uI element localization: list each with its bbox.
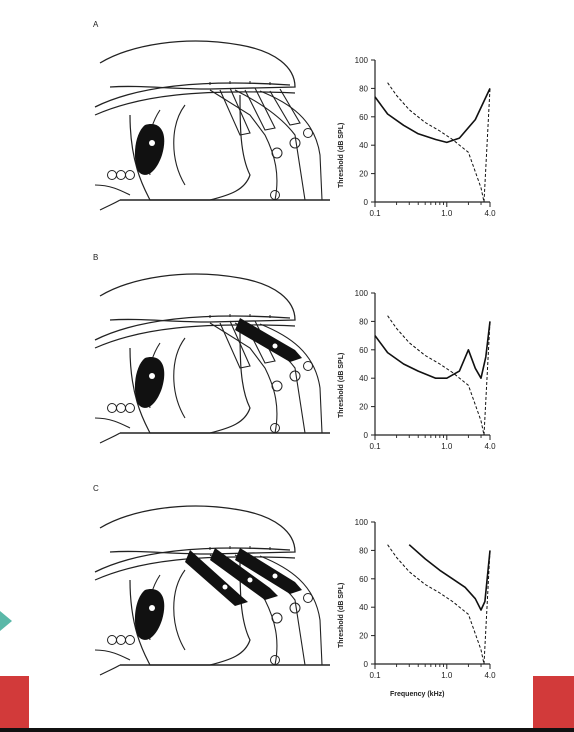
y-tick-label: 100 bbox=[355, 56, 369, 65]
x-tick-label: 0.1 bbox=[369, 442, 381, 451]
axis-lines bbox=[374, 293, 490, 436]
y-tick-label: 100 bbox=[355, 289, 369, 298]
tuning-curve-solid bbox=[408, 544, 491, 611]
tuning-curve-solid bbox=[374, 321, 491, 380]
y-tick-label: 20 bbox=[359, 403, 368, 412]
y-tick-label: 80 bbox=[359, 84, 368, 93]
y-tick-label: 20 bbox=[359, 170, 368, 179]
left-red-bar bbox=[0, 676, 29, 732]
y-axis-label-b: Threshold (dB SPL) bbox=[338, 352, 345, 418]
y-tick-label: 40 bbox=[359, 603, 368, 612]
tuning-curve-dashed bbox=[387, 544, 491, 665]
x-tick-label: 4.0 bbox=[484, 442, 496, 451]
panel-c-diagram bbox=[94, 505, 331, 676]
y-tick-label: 0 bbox=[364, 431, 369, 440]
y-axis-label-c: Threshold (dB SPL) bbox=[338, 582, 345, 648]
panel-b-label: B bbox=[93, 253, 99, 262]
axis-lines bbox=[374, 60, 490, 203]
y-tick-label: 100 bbox=[355, 518, 369, 527]
y-tick-label: 60 bbox=[359, 346, 368, 355]
tuning-curve-dashed bbox=[387, 315, 491, 436]
panel-a-label: A bbox=[93, 20, 99, 29]
panel-a-diagram bbox=[94, 40, 331, 211]
tuning-curve-solid bbox=[374, 88, 491, 144]
y-tick-label: 40 bbox=[359, 141, 368, 150]
x-tick-label: 0.1 bbox=[369, 671, 381, 680]
y-tick-label: 60 bbox=[359, 113, 368, 122]
tuning-curve-dashed bbox=[387, 82, 491, 203]
y-tick-label: 80 bbox=[359, 317, 368, 326]
y-tick-label: 80 bbox=[359, 546, 368, 555]
y-axis-label-a: Threshold (dB SPL) bbox=[338, 122, 345, 188]
panel-c-label: C bbox=[93, 484, 99, 493]
x-axis-label-c: Frequency (kHz) bbox=[390, 691, 445, 698]
y-tick-label: 0 bbox=[364, 198, 369, 207]
y-tick-label: 40 bbox=[359, 374, 368, 383]
threshold-graph-a: 0 20 40 60 80 100 0.1 1.0 4.0 bbox=[355, 56, 496, 218]
y-tick-label: 20 bbox=[359, 632, 368, 641]
x-tick-label: 1.0 bbox=[441, 671, 453, 680]
y-tick-label: 0 bbox=[364, 660, 369, 669]
y-tick-label: 60 bbox=[359, 575, 368, 584]
x-tick-label: 1.0 bbox=[441, 442, 453, 451]
previous-slide-arrow-icon[interactable] bbox=[0, 611, 12, 631]
bottom-border bbox=[0, 728, 574, 732]
x-tick-label: 4.0 bbox=[484, 209, 496, 218]
x-tick-label: 4.0 bbox=[484, 671, 496, 680]
x-tick-label: 0.1 bbox=[369, 209, 381, 218]
right-red-bar bbox=[533, 676, 574, 732]
panel-b-diagram bbox=[94, 273, 331, 444]
x-tick-label: 1.0 bbox=[441, 209, 453, 218]
axis-lines bbox=[374, 522, 490, 665]
threshold-graph-b: 0 20 40 60 80 100 0.1 1.0 4.0 bbox=[355, 289, 496, 451]
threshold-graph-c: 0 20 40 60 80 100 0.1 1.0 4.0 bbox=[355, 518, 496, 680]
